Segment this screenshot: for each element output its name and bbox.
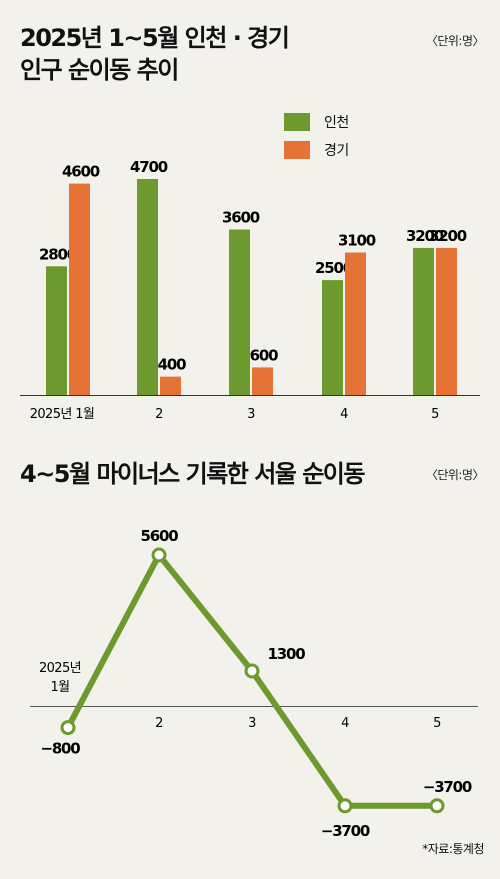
- bar-incheon-5: [413, 247, 434, 395]
- line-series: [65, 552, 437, 809]
- legend-label-gyeonggi: 경기: [324, 143, 349, 159]
- bar-gyeonggi-2: [160, 376, 181, 395]
- legend-item-gyeonggi: 경기: [284, 140, 349, 160]
- bar-incheon-2: [137, 179, 158, 395]
- bar-gyeonggi-3: [252, 367, 273, 395]
- bar-incheon-3: [229, 229, 250, 395]
- line-chart-title: 4~5월 마이너스 기록한 서울 순이동: [20, 460, 365, 488]
- line-point-1: [60, 720, 76, 736]
- bar-gyeonggi-4: [345, 252, 366, 395]
- line-x-tick-5: 5: [433, 716, 441, 731]
- bar-value-gyeonggi-5: 3200: [429, 227, 467, 245]
- bar-x-tick-5: 5: [431, 407, 439, 422]
- bar-value-incheon-5: 3200: [406, 227, 444, 245]
- bar-x-tick-3: 3: [247, 407, 255, 422]
- legend-swatch-incheon: [284, 113, 310, 131]
- bar-value-incheon-1: 2800: [39, 245, 77, 263]
- line-point-3: [244, 663, 260, 679]
- legend-swatch-gyeonggi: [284, 141, 310, 159]
- line-value-4: −3700: [321, 822, 370, 840]
- bar-chart: 2800 4600 2025년 1월 4700 400 2 3600 600 3 2500 3100…: [20, 158, 480, 422]
- line-point-4: [337, 798, 353, 814]
- bar-incheon-1: [46, 266, 67, 395]
- bar-incheon-4: [322, 280, 343, 395]
- bar-gyeonggi-5: [436, 247, 457, 395]
- source-note: *자료:통계청: [422, 842, 484, 856]
- line-point-2: [151, 547, 167, 563]
- line-x-tick-1: 2025년 1월: [39, 661, 81, 695]
- bar-value-gyeonggi-1: 4600: [62, 163, 100, 181]
- line-value-5: −3700: [423, 778, 472, 796]
- bar-value-gyeonggi-4: 3100: [338, 232, 376, 250]
- line-point-5: [429, 798, 445, 814]
- bar-value-gyeonggi-2: 400: [158, 356, 186, 374]
- line-value-1: −800: [40, 740, 80, 758]
- bar-value-incheon-2: 4700: [130, 158, 168, 176]
- bar-chart-title-line-1: 2025년 1~5월 인천 · 경기: [20, 24, 290, 52]
- bar-value-incheon-3: 3600: [222, 209, 260, 227]
- bar-x-tick-1: 2025년 1월: [30, 407, 95, 422]
- line-value-3: 1300: [268, 645, 306, 663]
- legend-label-incheon: 인천: [324, 115, 349, 131]
- line-x-tick-3: 3: [248, 716, 256, 731]
- line-x-tick-2: 2: [155, 716, 163, 731]
- bar-chart-unit: 〈단위:명〉: [425, 34, 485, 48]
- bar-x-tick-4: 4: [340, 407, 348, 422]
- line-value-2: 5600: [141, 527, 179, 545]
- bar-value-gyeonggi-3: 600: [250, 346, 278, 364]
- line-x-tick-4: 4: [341, 716, 349, 731]
- bar-gyeonggi-1: [69, 183, 90, 395]
- bar-value-incheon-4: 2500: [315, 259, 353, 277]
- legend-item-incheon: 인천: [284, 112, 349, 132]
- line-chart-unit: 〈단위:명〉: [425, 468, 485, 482]
- bar-x-tick-2: 2: [155, 407, 163, 422]
- bar-chart-title-line-2: 인구 순이동 추이: [20, 56, 179, 84]
